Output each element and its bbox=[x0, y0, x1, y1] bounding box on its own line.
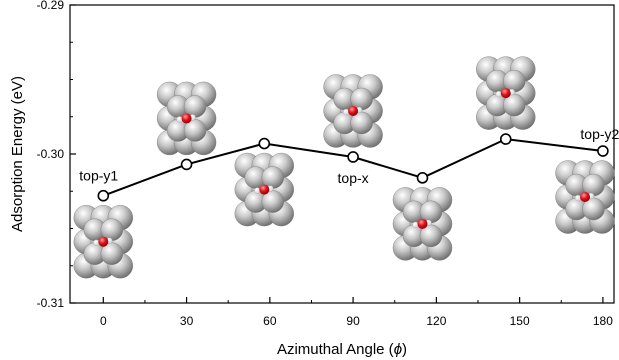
y-tick-label: -0.31 bbox=[37, 296, 65, 310]
data-point bbox=[97, 189, 110, 202]
structure-inset bbox=[234, 152, 294, 227]
structure-inset bbox=[476, 56, 536, 130]
oxygen-atom bbox=[98, 236, 109, 247]
hydrogen-atom bbox=[176, 116, 183, 123]
metal-atom bbox=[582, 197, 605, 221]
y-tick-label: -0.29 bbox=[37, 0, 65, 12]
x-tick-label: 60 bbox=[263, 314, 277, 328]
hydrogen-atom bbox=[254, 187, 261, 194]
structure-inset bbox=[323, 74, 383, 148]
metal-atom bbox=[503, 93, 526, 117]
metal-atom bbox=[100, 242, 124, 265]
oxygen-atom bbox=[348, 105, 359, 116]
y-tick-label: -0.30 bbox=[37, 147, 65, 161]
oxygen-atom bbox=[500, 88, 511, 99]
annotation-label: top-y1 bbox=[79, 168, 118, 184]
data-point bbox=[597, 145, 609, 157]
annotation-label: top-y2 bbox=[580, 126, 619, 142]
structure-inset bbox=[156, 81, 217, 156]
x-axis-title: Azimuthal Angle (ϕ) bbox=[277, 341, 407, 358]
x-tick-label: 90 bbox=[346, 314, 360, 328]
data-point bbox=[347, 151, 359, 163]
annotation-label: top-x bbox=[338, 170, 369, 186]
x-axis-ticks: 0 30 60 90 120 150 180 bbox=[100, 297, 613, 328]
x-tick-label: 120 bbox=[426, 314, 446, 328]
plot-frame bbox=[69, 4, 615, 304]
x-tick-label: 30 bbox=[180, 314, 194, 328]
x-tick-label: 150 bbox=[510, 314, 530, 328]
hydrogen-atom bbox=[495, 90, 502, 98]
data-point bbox=[416, 172, 429, 184]
oxygen-atom bbox=[181, 113, 192, 124]
metal-atom bbox=[419, 224, 443, 248]
oxygen-atom bbox=[417, 218, 428, 229]
y-axis-ticks: -0.31 -0.30 -0.29 bbox=[37, 0, 76, 310]
structure-inset bbox=[392, 187, 453, 261]
x-tick-label: 0 bbox=[100, 314, 107, 328]
x-tick-label: 180 bbox=[593, 314, 613, 328]
y-axis-title: Adsorption Energy (eV) bbox=[9, 76, 26, 232]
metal-atom bbox=[183, 119, 207, 142]
metal-atom bbox=[350, 111, 373, 135]
annotations: top-y1 top-x top-y2 bbox=[79, 126, 619, 186]
data-point bbox=[499, 133, 512, 145]
metal-atom bbox=[261, 190, 284, 213]
data-point bbox=[258, 137, 271, 150]
oxygen-atom bbox=[580, 192, 590, 203]
oxygen-atom bbox=[259, 184, 270, 195]
series-layer bbox=[97, 133, 609, 202]
data-point bbox=[180, 158, 193, 171]
structure-inset bbox=[73, 205, 134, 279]
hydrogen-atom bbox=[93, 239, 100, 246]
structure-inset bbox=[555, 160, 615, 234]
hydrogen-atom bbox=[574, 194, 582, 202]
hydrogen-atom bbox=[342, 108, 350, 116]
structure-insets bbox=[73, 56, 615, 279]
hydrogen-atom bbox=[412, 221, 419, 228]
x-axis-title-symbol: ϕ bbox=[394, 341, 402, 358]
